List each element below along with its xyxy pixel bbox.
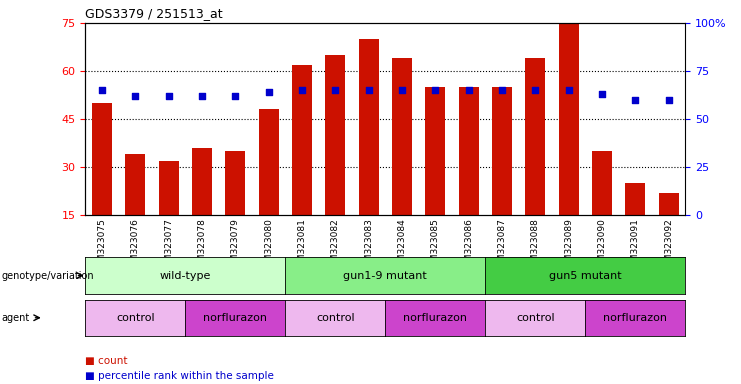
Point	[462, 87, 474, 93]
Point	[496, 87, 508, 93]
Text: agent: agent	[1, 313, 30, 323]
Text: control: control	[316, 313, 355, 323]
Bar	[525, 58, 545, 215]
Text: ■ count: ■ count	[85, 356, 127, 366]
Text: norflurazon: norflurazon	[203, 313, 268, 323]
Point	[196, 93, 207, 99]
Bar	[125, 154, 145, 215]
Point	[130, 93, 142, 99]
Point	[329, 87, 341, 93]
Point	[96, 87, 108, 93]
Bar	[659, 193, 679, 215]
Bar	[492, 87, 512, 215]
Point	[596, 91, 608, 97]
Bar	[459, 87, 479, 215]
Bar	[592, 151, 612, 215]
Bar	[259, 109, 279, 215]
Point	[362, 87, 374, 93]
Bar	[392, 58, 412, 215]
Bar	[359, 39, 379, 215]
Point	[429, 87, 441, 93]
Point	[529, 87, 541, 93]
Text: gun1-9 mutant: gun1-9 mutant	[343, 270, 428, 281]
Text: genotype/variation: genotype/variation	[1, 270, 94, 281]
Point	[296, 87, 308, 93]
Text: GDS3379 / 251513_at: GDS3379 / 251513_at	[85, 7, 223, 20]
Point	[162, 93, 175, 99]
Point	[563, 87, 575, 93]
Bar	[425, 87, 445, 215]
Point	[396, 87, 408, 93]
Bar	[92, 103, 112, 215]
Bar	[159, 161, 179, 215]
Bar	[292, 65, 312, 215]
Point	[630, 97, 642, 103]
Point	[663, 97, 675, 103]
Bar	[559, 23, 579, 215]
Bar	[192, 148, 212, 215]
Text: wild-type: wild-type	[159, 270, 211, 281]
Bar	[625, 183, 645, 215]
Point	[262, 89, 274, 95]
Text: norflurazon: norflurazon	[603, 313, 668, 323]
Text: control: control	[516, 313, 555, 323]
Text: norflurazon: norflurazon	[403, 313, 468, 323]
Text: ■ percentile rank within the sample: ■ percentile rank within the sample	[85, 371, 274, 381]
Text: gun5 mutant: gun5 mutant	[549, 270, 622, 281]
Point	[229, 93, 241, 99]
Text: control: control	[116, 313, 155, 323]
Bar	[225, 151, 245, 215]
Bar	[325, 55, 345, 215]
